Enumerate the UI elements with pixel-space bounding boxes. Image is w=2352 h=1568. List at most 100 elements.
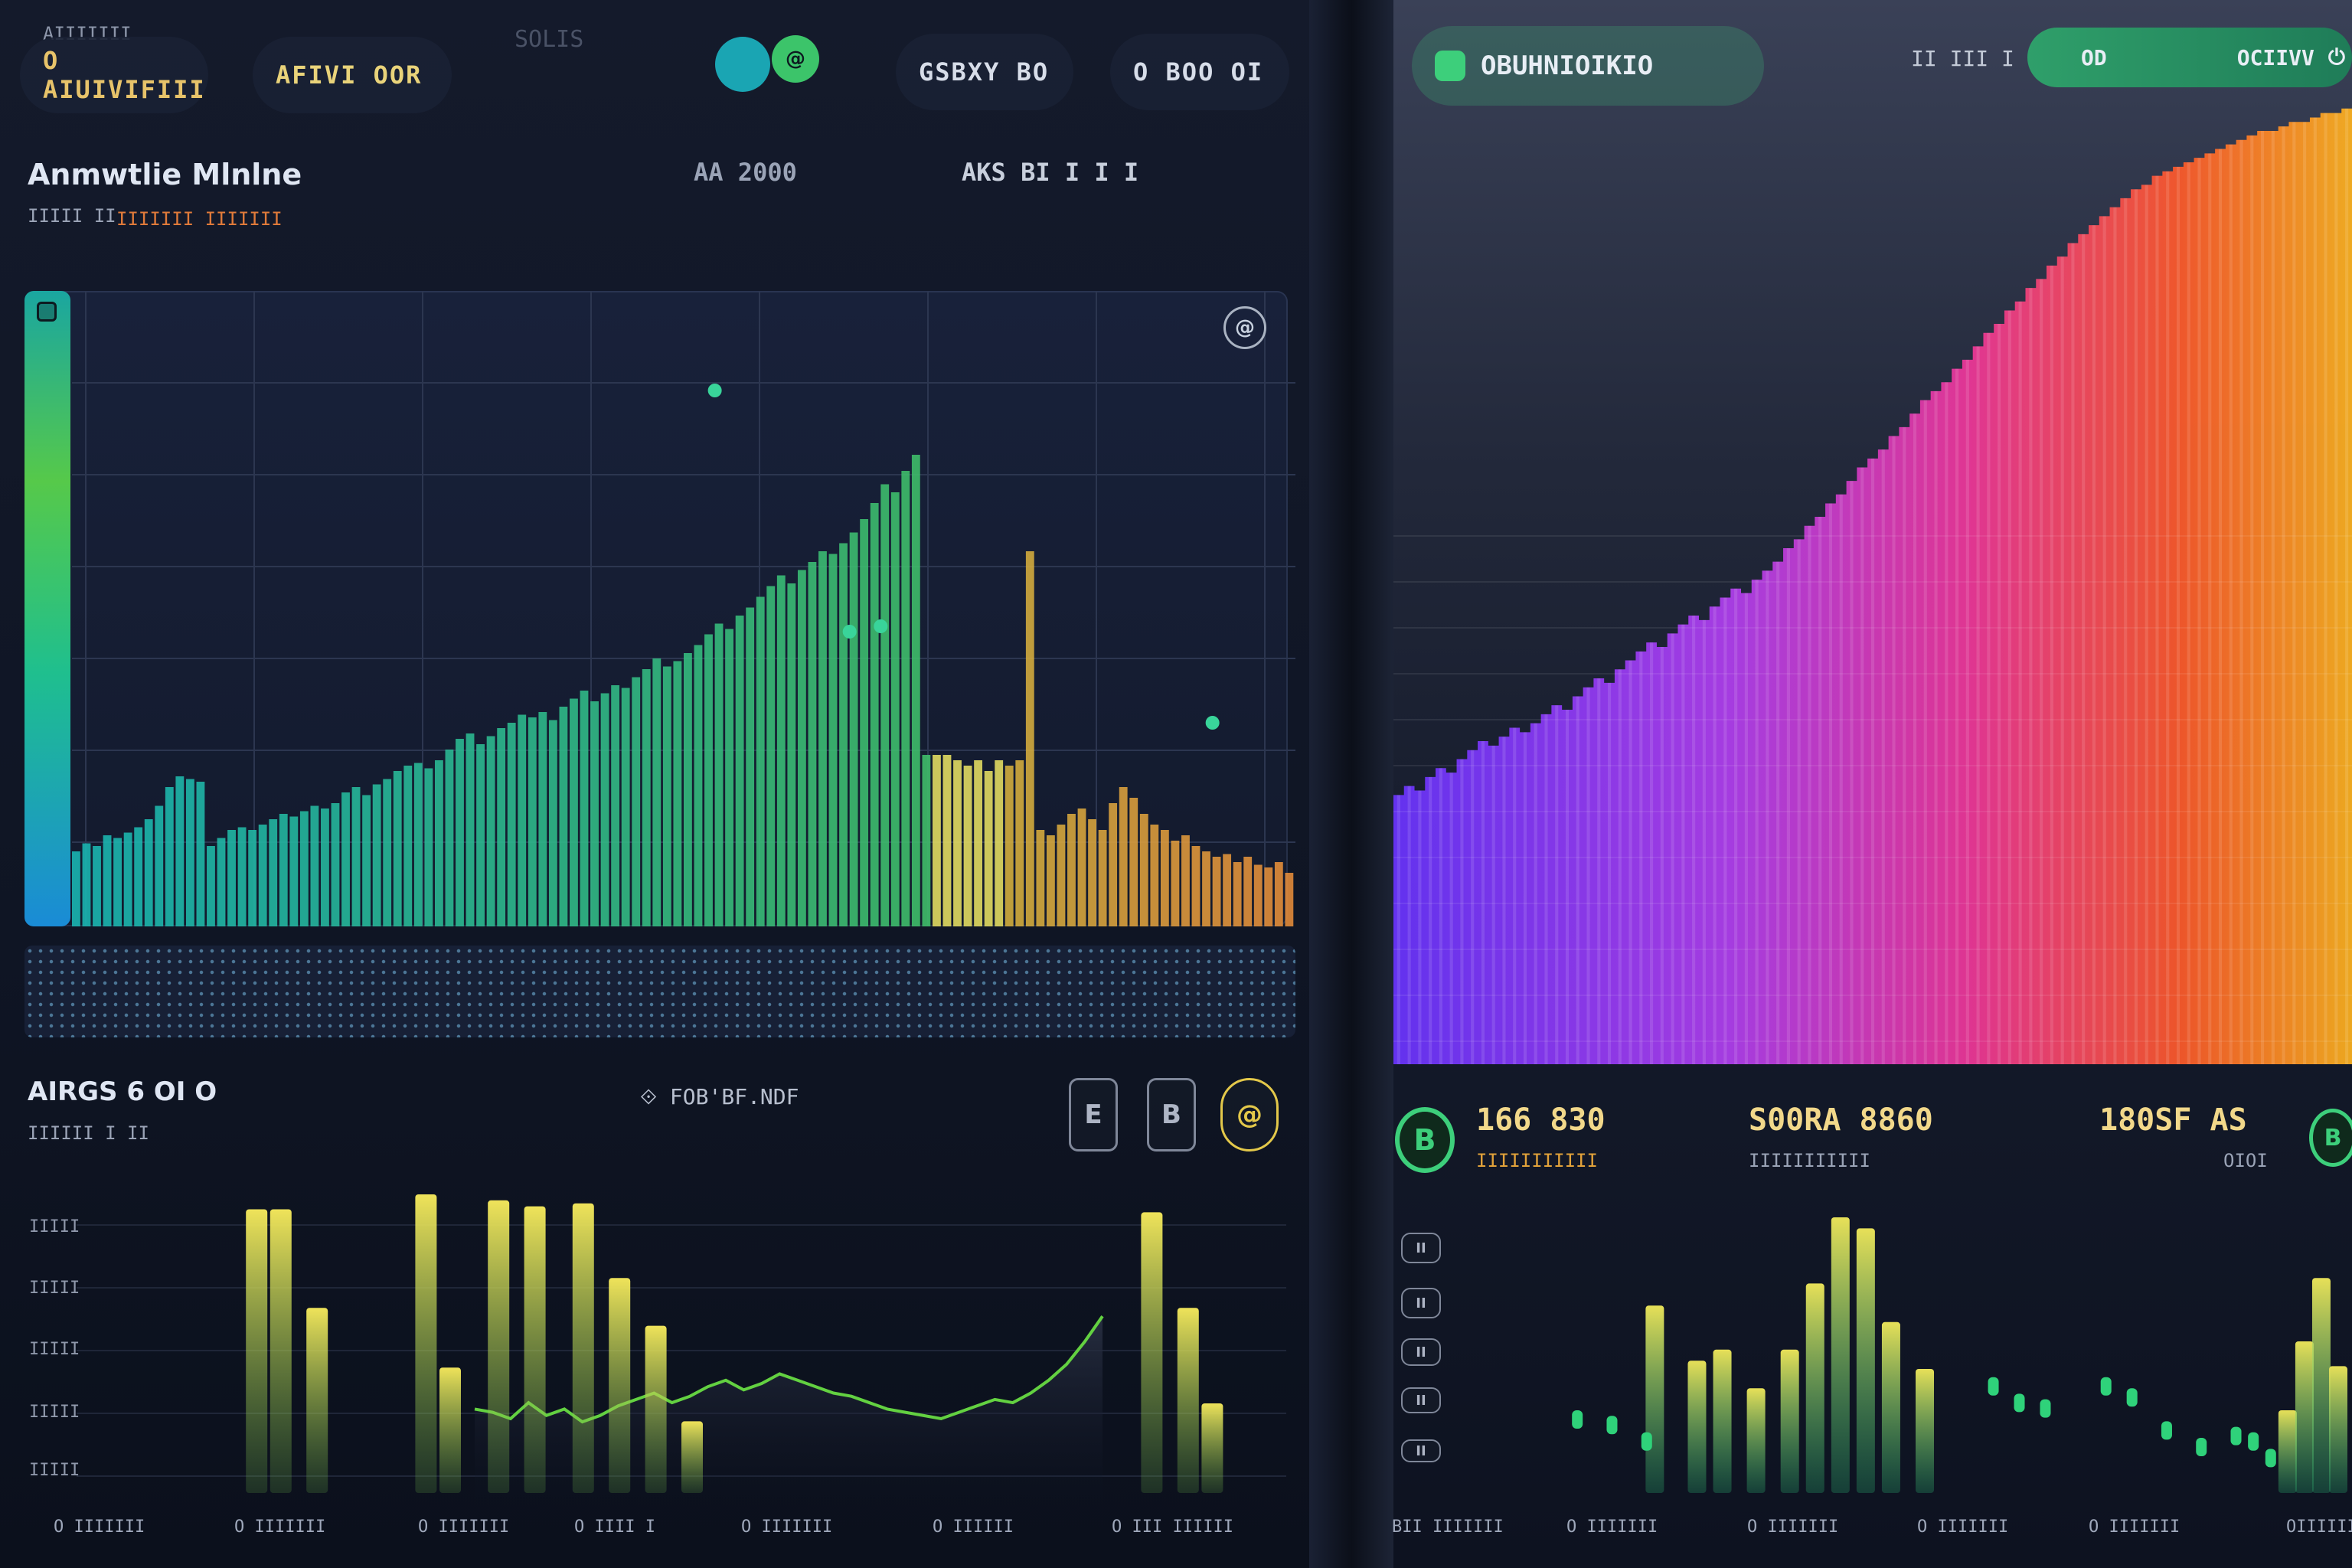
chart-bar [227, 830, 236, 926]
status-pill[interactable]: O AIUIVIFIII [20, 37, 208, 113]
stat-icon-right[interactable]: B [2309, 1109, 2352, 1167]
scatter-point [1572, 1410, 1583, 1429]
chart-bar [103, 835, 112, 926]
chart-bar [1004, 766, 1014, 926]
chart-bar [1805, 1283, 1824, 1493]
chart-bar [1212, 857, 1221, 926]
area-column [2292, 122, 2296, 1064]
chart-bar [1746, 1388, 1766, 1493]
chart-bar [1264, 867, 1273, 926]
side-icon-glyph: II [1416, 1442, 1426, 1459]
chart-bar [82, 843, 91, 926]
area-column [1660, 646, 1664, 1064]
area-column [1934, 390, 1938, 1064]
x-axis-label: O IIIIIII [1917, 1517, 2009, 1537]
x-axis-label: O III IIIIII [1112, 1517, 1233, 1537]
chart-bar [413, 763, 423, 926]
chart-bar [704, 634, 713, 926]
teal-dot-icon[interactable] [715, 37, 770, 92]
area-column [1755, 580, 1759, 1064]
bookmark-icon[interactable]: B [1147, 1078, 1196, 1152]
right-action-bar[interactable]: OD OCIIVV ⏻ [2027, 28, 2352, 87]
area-column [1681, 624, 1685, 1064]
section1-sub-accent: IIIIIII IIIIIII [116, 208, 283, 230]
chart-bar [331, 803, 340, 926]
chart-bar [1285, 873, 1294, 926]
chart-bar [155, 805, 164, 926]
right-action-b[interactable]: OCIIVV [2236, 44, 2314, 70]
scatter-point [842, 625, 857, 639]
area-column [1534, 723, 1537, 1064]
gradient-area-chart [1393, 108, 2352, 1065]
green-dot-icon[interactable]: @ [772, 35, 819, 83]
chart-bar [1831, 1217, 1850, 1493]
x-axis-label: O IIIIII [933, 1517, 1014, 1537]
export-icon[interactable]: E [1069, 1078, 1118, 1152]
color-scale-bar[interactable] [24, 291, 70, 926]
scatter-point [2265, 1449, 2276, 1468]
pill-c[interactable]: O BOO OI [1110, 34, 1289, 110]
area-column [2007, 310, 2011, 1064]
chart-bar [439, 1367, 461, 1493]
side-icon[interactable]: II [1401, 1439, 1441, 1462]
chart-bar [1223, 854, 1232, 926]
filter-pill-label: AFIVI OOR [276, 60, 423, 90]
scatter-point [2014, 1393, 2025, 1413]
y-axis-label: IIIII [29, 1403, 80, 1422]
filter-icon: ⟐ [640, 1084, 670, 1109]
chart-bar [383, 779, 392, 926]
chart-bar [681, 1421, 703, 1493]
filter-pill[interactable]: AFIVI OOR [253, 37, 452, 113]
x-axis-label: O IIIIIII [1566, 1517, 1658, 1537]
settings-icon[interactable]: @ [1220, 1078, 1279, 1152]
chart-bar [1713, 1349, 1732, 1493]
bookmark-icon-glyph: B [1161, 1099, 1181, 1130]
chart-corner-icon[interactable]: @ [1223, 306, 1266, 349]
green-dot-glyph: @ [786, 47, 805, 70]
chart-bar [269, 819, 278, 926]
chart-bar [609, 1278, 631, 1493]
chart-bar [1109, 803, 1118, 926]
pill-c-label: O BOO OI [1133, 57, 1264, 87]
area-column [2134, 189, 2138, 1064]
area-column [1418, 790, 1422, 1064]
chart-bar [279, 814, 288, 926]
chart-bar [766, 586, 776, 926]
area-column [1481, 741, 1485, 1064]
scale-icon[interactable] [37, 302, 57, 322]
chart-bar [424, 768, 433, 926]
area-column [2166, 171, 2170, 1064]
main-bar-chart [72, 291, 1295, 926]
stat-value: 180SF AS [2099, 1102, 2247, 1138]
side-icon[interactable]: II [1401, 1338, 1441, 1366]
right-lower-chart [1572, 1217, 2347, 1493]
area-column [2271, 131, 2275, 1065]
chart-bar [237, 827, 247, 926]
faded-label: SOLIS [514, 26, 584, 53]
pill-b[interactable]: GSBXY BO [896, 34, 1073, 110]
chart-bar [662, 666, 671, 926]
chart-bar [570, 698, 578, 926]
power-icon[interactable]: ⏻ [2328, 44, 2346, 70]
side-icon[interactable]: II [1401, 1387, 1441, 1413]
scatter-point [2161, 1421, 2172, 1440]
area-column [1734, 588, 1738, 1064]
area-column [1513, 727, 1517, 1064]
area-column [2071, 243, 2075, 1064]
chart-bar [185, 779, 194, 926]
section2-filter[interactable]: ⟐ FOB'BF.NDF [640, 1084, 799, 1110]
stat-icon[interactable]: B [1395, 1107, 1455, 1173]
area-column [2282, 126, 2285, 1064]
stat-sub: OIOI [2223, 1150, 2268, 1171]
chart-bar [548, 720, 557, 926]
side-icon[interactable]: II [1401, 1288, 1441, 1318]
side-icon[interactable]: II [1401, 1233, 1441, 1263]
chart-bar [572, 1203, 594, 1493]
area-column [2303, 122, 2307, 1064]
dotted-range-strip[interactable] [24, 946, 1295, 1037]
scatter-point [1988, 1377, 1999, 1396]
area-column [1850, 481, 1854, 1064]
right-action-a[interactable]: OD [2081, 44, 2107, 70]
scatter-point [2248, 1432, 2259, 1451]
right-status-pill[interactable]: OBUHNIOIKIO [1412, 26, 1764, 106]
